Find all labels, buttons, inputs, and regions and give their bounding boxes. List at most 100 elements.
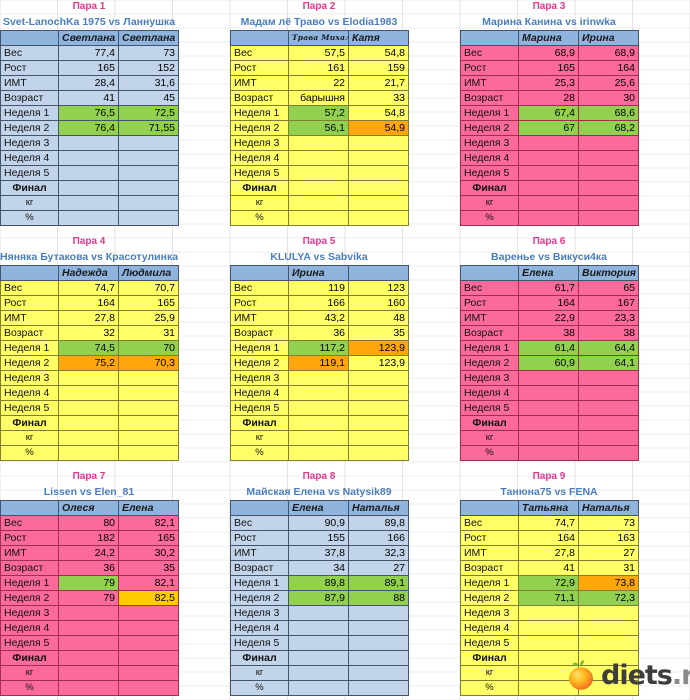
cell-value-p1[interactable]: барышня [288,90,349,106]
cell-value-p1[interactable]: 57,5 [288,45,349,61]
cell-value-p2[interactable]: 48 [348,310,409,326]
cell-value-p1[interactable]: 68,9 [518,45,579,61]
cell-value-p1[interactable] [288,180,349,196]
cell-value-p2[interactable] [118,605,179,621]
cell-value-p1[interactable] [518,620,579,636]
cell-value-p1[interactable] [58,605,119,621]
cell-value-p2[interactable] [578,680,639,696]
cell-value-p2[interactable] [348,620,409,636]
cell-value-p2[interactable] [118,195,179,211]
cell-value-p1[interactable]: 57,2 [288,105,349,121]
cell-value-p1[interactable] [58,195,119,211]
cell-value-p2[interactable]: 73 [578,515,639,531]
cell-value-p2[interactable]: 65 [578,280,639,296]
cell-value-p2[interactable] [578,180,639,196]
cell-value-p1[interactable]: 22 [288,75,349,91]
cell-value-p1[interactable]: 61,7 [518,280,579,296]
cell-value-p2[interactable] [348,180,409,196]
cell-value-p1[interactable] [288,665,349,681]
cell-value-p1[interactable]: 41 [58,90,119,106]
cell-value-p2[interactable] [118,180,179,196]
cell-value-p1[interactable]: 155 [288,530,349,546]
cell-value-p1[interactable]: 74,7 [518,515,579,531]
cell-value-p1[interactable]: 90,9 [288,515,349,531]
cell-value-p1[interactable] [288,445,349,461]
cell-value-p2[interactable]: 167 [578,295,639,311]
cell-value-p2[interactable]: 25,9 [118,310,179,326]
cell-value-p2[interactable] [118,635,179,651]
cell-value-p1[interactable] [518,195,579,211]
cell-value-p1[interactable]: 36 [288,325,349,341]
cell-value-p2[interactable] [118,445,179,461]
cell-value-p1[interactable] [58,210,119,226]
cell-value-p2[interactable] [578,650,639,666]
cell-value-p1[interactable]: 32 [58,325,119,341]
cell-value-p1[interactable]: 67 [518,120,579,136]
cell-value-p1[interactable]: 89,8 [288,575,349,591]
cell-value-p2[interactable]: 73,8 [578,575,639,591]
cell-value-p1[interactable] [58,135,119,151]
cell-value-p1[interactable] [58,635,119,651]
cell-value-p1[interactable] [288,370,349,386]
cell-value-p1[interactable]: 22,9 [518,310,579,326]
cell-value-p2[interactable] [578,385,639,401]
cell-value-p1[interactable] [58,650,119,666]
cell-value-p2[interactable] [578,605,639,621]
cell-value-p2[interactable]: 64,1 [578,355,639,371]
cell-value-p2[interactable] [348,680,409,696]
cell-value-p1[interactable] [518,210,579,226]
cell-value-p1[interactable]: 119 [288,280,349,296]
cell-value-p2[interactable]: 38 [578,325,639,341]
cell-value-p2[interactable]: 54,9 [348,120,409,136]
cell-value-p2[interactable] [348,605,409,621]
cell-value-p2[interactable] [578,135,639,151]
cell-value-p2[interactable] [578,620,639,636]
cell-value-p1[interactable]: 79 [58,590,119,606]
cell-value-p1[interactable] [58,370,119,386]
cell-value-p2[interactable] [348,385,409,401]
cell-value-p2[interactable]: 25,6 [578,75,639,91]
cell-value-p2[interactable]: 159 [348,60,409,76]
cell-value-p1[interactable] [518,400,579,416]
cell-value-p2[interactable] [118,430,179,446]
cell-value-p1[interactable] [288,415,349,431]
cell-value-p1[interactable]: 79 [58,575,119,591]
cell-value-p2[interactable]: 152 [118,60,179,76]
cell-value-p1[interactable] [58,165,119,181]
cell-value-p2[interactable] [348,165,409,181]
cell-value-p2[interactable] [348,150,409,166]
cell-value-p1[interactable] [288,385,349,401]
cell-value-p1[interactable] [288,650,349,666]
cell-value-p2[interactable] [578,635,639,651]
cell-value-p2[interactable] [118,210,179,226]
cell-value-p1[interactable] [288,195,349,211]
cell-value-p2[interactable] [118,165,179,181]
cell-value-p2[interactable]: 35 [348,325,409,341]
cell-value-p2[interactable] [578,665,639,681]
cell-value-p1[interactable]: 36 [58,560,119,576]
cell-value-p1[interactable]: 72,9 [518,575,579,591]
cell-value-p1[interactable] [518,370,579,386]
cell-value-p1[interactable] [58,665,119,681]
cell-value-p1[interactable] [518,165,579,181]
cell-value-p1[interactable]: 161 [288,60,349,76]
cell-value-p1[interactable]: 75,2 [58,355,119,371]
cell-value-p2[interactable] [578,415,639,431]
cell-value-p1[interactable]: 43,2 [288,310,349,326]
cell-value-p2[interactable]: 160 [348,295,409,311]
cell-value-p1[interactable]: 24,2 [58,545,119,561]
cell-value-p2[interactable] [578,210,639,226]
cell-value-p2[interactable] [118,150,179,166]
cell-value-p2[interactable]: 72,5 [118,105,179,121]
cell-value-p2[interactable]: 21,7 [348,75,409,91]
cell-value-p1[interactable]: 38 [518,325,579,341]
cell-value-p2[interactable] [578,400,639,416]
cell-value-p1[interactable]: 71,1 [518,590,579,606]
cell-value-p2[interactable]: 31,6 [118,75,179,91]
cell-value-p1[interactable]: 164 [58,295,119,311]
cell-value-p2[interactable] [118,680,179,696]
cell-value-p1[interactable] [518,150,579,166]
cell-value-p2[interactable] [118,665,179,681]
cell-value-p1[interactable] [288,400,349,416]
cell-value-p1[interactable] [288,605,349,621]
